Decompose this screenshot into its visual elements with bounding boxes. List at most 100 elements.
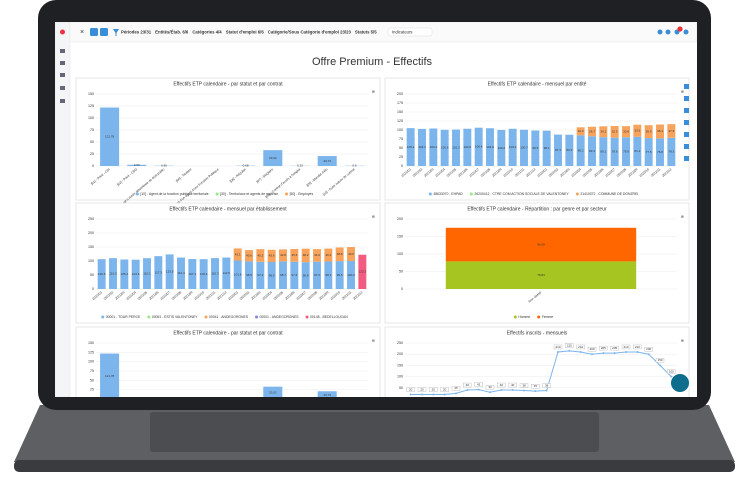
- point: [421, 393, 423, 396]
- x-tick-label: 2021/02: [103, 290, 115, 301]
- icon[interactable]: [683, 29, 689, 35]
- filter-button[interactable]: [90, 28, 98, 36]
- point: [489, 391, 491, 394]
- bar: [335, 247, 344, 262]
- nav-icon[interactable]: [60, 49, 65, 53]
- bar: [267, 249, 276, 262]
- bar-value-label: 104.2: [430, 145, 438, 149]
- screen-content: × Périodes 23/31 Entités/Étab. 6/6 Catégor…: [55, 22, 697, 401]
- logo[interactable]: [60, 29, 65, 35]
- bar-value-label: 2.53: [134, 163, 140, 167]
- bar: [324, 248, 333, 262]
- tool-icon[interactable]: [684, 84, 689, 89]
- bar: [588, 136, 596, 166]
- bar: [131, 259, 140, 289]
- legend-label: 21410372 - COMMUNE DE DONZREI: [580, 192, 638, 196]
- y-tick-label: 100: [397, 252, 403, 256]
- nav-icon[interactable]: [60, 73, 65, 77]
- value-label: 20: [432, 387, 436, 391]
- value-label-box: [417, 387, 427, 392]
- nav-icon[interactable]: [60, 86, 65, 90]
- point: [557, 350, 559, 353]
- bar-value-label: 80.1: [600, 149, 606, 153]
- nav-icon[interactable]: [60, 61, 65, 65]
- x-tick-label: 2022/11: [341, 290, 352, 300]
- tool-icon[interactable]: [684, 120, 689, 125]
- value-label: 20: [420, 387, 424, 391]
- x-tick-label: 2021/04: [434, 167, 446, 178]
- bar-value-label: 98.5: [246, 273, 252, 277]
- bar: [256, 249, 265, 262]
- y-tick-label: 200: [397, 352, 403, 356]
- value-label-box: [474, 382, 483, 387]
- bar-value-label: 0.5: [352, 397, 357, 401]
- bar: [245, 261, 253, 289]
- point: [534, 390, 537, 393]
- bar: [576, 127, 585, 136]
- filter-label[interactable]: Périodes 23/31: [121, 29, 152, 34]
- panel-title: Effectifs ETP calendaire - mensuel par é…: [169, 206, 287, 212]
- filter-label[interactable]: Catégories 4/4: [192, 29, 222, 34]
- tool-icon[interactable]: [684, 108, 689, 113]
- value-label-box: [667, 369, 676, 374]
- x-tick-label: 2021/07: [468, 167, 480, 178]
- value-label-box: [429, 387, 438, 392]
- bar: [644, 138, 653, 166]
- bar-value-label: 30.8: [623, 129, 629, 133]
- bar-value-label: 44.9: [314, 253, 320, 257]
- y-tick-label: 0: [92, 287, 94, 291]
- bar-value-label: 104.6: [132, 272, 140, 276]
- legend-label: [30] - Territoriaux et agents de maîtris…: [220, 192, 278, 196]
- filter-label[interactable]: Statuts 5/5: [355, 29, 377, 34]
- legend-label: [10] - Agent de la fonction publique ter…: [140, 192, 208, 196]
- legend-label: 00001 - TOUR PERCE: [106, 315, 141, 319]
- y-tick-label: 150: [397, 363, 403, 367]
- x-tick-label: 2022/03: [559, 167, 571, 178]
- bar: [120, 259, 129, 289]
- icon[interactable]: [657, 29, 663, 35]
- bar: [406, 128, 415, 166]
- bar: [109, 258, 117, 289]
- x-tick-label: 2022/01: [227, 290, 239, 301]
- x-tick-label: 2022/06: [284, 290, 296, 301]
- filter-label[interactable]: Statut d'emploi 6/6: [226, 29, 265, 34]
- icon[interactable]: [665, 29, 671, 35]
- menu-icon: ≡: [681, 214, 684, 220]
- filter-label[interactable]: Catégorie/Sous Catégorie d'emploi 23/23: [268, 29, 352, 34]
- bar: [656, 124, 664, 139]
- help-button[interactable]: [671, 374, 689, 392]
- bar-value-label: 48.8: [337, 252, 343, 256]
- refresh-button[interactable]: [100, 28, 108, 36]
- close-icon[interactable]: ×: [80, 29, 84, 36]
- tool-icon[interactable]: [684, 96, 689, 101]
- bar-value-label: 0.68: [243, 397, 249, 401]
- bar-value-label: 100.6: [441, 146, 449, 150]
- x-tick-label: 2022/09: [318, 290, 330, 301]
- y-tick-label: 100: [397, 128, 403, 132]
- bar-value-label: 86.9: [566, 148, 572, 152]
- bar-value-label: 78.6: [612, 150, 618, 154]
- y-tick-label: 150: [88, 341, 94, 345]
- value-label-box: [519, 383, 529, 388]
- y-tick-label: 25: [90, 388, 94, 392]
- panel-frame: [75, 77, 381, 201]
- tool-icon[interactable]: [684, 132, 689, 137]
- nav-icon[interactable]: [60, 99, 65, 103]
- bar: [279, 261, 287, 289]
- menu-icon: ≡: [372, 89, 375, 95]
- filter-label[interactable]: Entités/Étab. 6/6: [155, 29, 189, 34]
- bar-value-label: 26.7: [589, 129, 595, 133]
- y-tick-label: 100: [397, 375, 403, 379]
- x-tick-label: 2022/11: [650, 167, 661, 177]
- bar: [667, 137, 676, 166]
- notification-badge: [677, 26, 683, 32]
- tool-icon[interactable]: [684, 156, 689, 161]
- value-label-box: [531, 384, 540, 389]
- legend-label: 00041 - ANDEGORGNES: [209, 315, 249, 319]
- bar-value-label: 107.1: [189, 272, 197, 276]
- tool-icon[interactable]: [684, 144, 689, 149]
- bar-value-label: 2.53: [134, 396, 140, 400]
- search-box[interactable]: [387, 27, 433, 37]
- panel: Effectifs ETP calendaire - mensuel par e…: [384, 77, 690, 201]
